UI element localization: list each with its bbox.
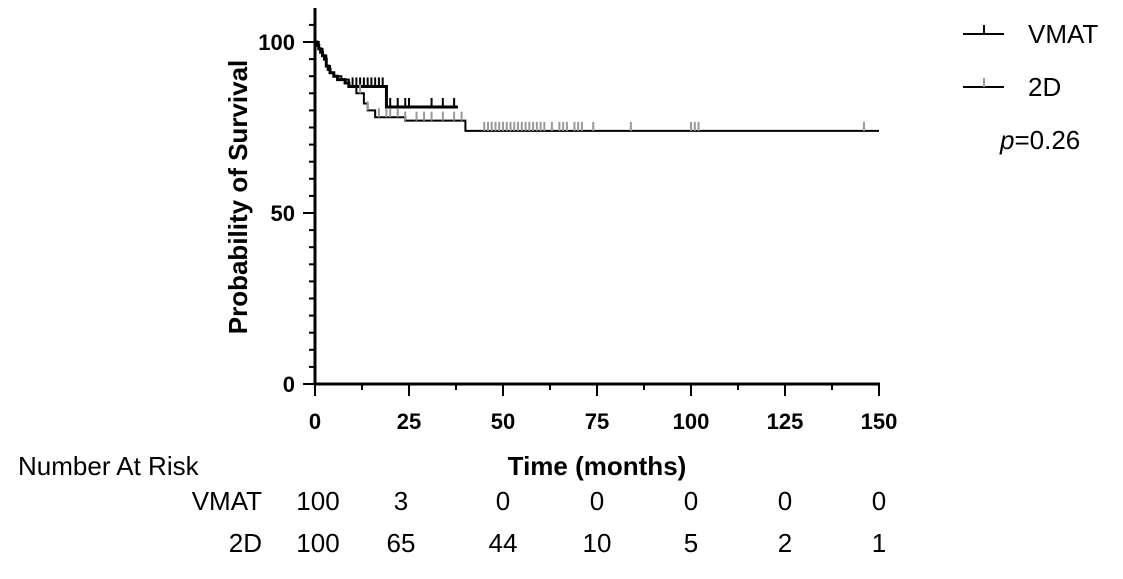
risk-cell: 0 bbox=[590, 486, 604, 516]
risk-cell: 10 bbox=[583, 528, 612, 558]
legend: VMAT 2D p=0.26 bbox=[963, 19, 1098, 155]
p-value-number: =0.26 bbox=[1014, 125, 1080, 155]
legend-item-2d: 2D bbox=[963, 72, 1061, 102]
risk-row-label: VMAT bbox=[192, 486, 262, 516]
x-axis-title: Time (months) bbox=[508, 451, 687, 481]
series-vmat bbox=[315, 40, 458, 109]
axes: 0 25 50 75 100 125 150 0 50 100 bbox=[258, 8, 897, 434]
series-2d bbox=[315, 41, 879, 132]
x-tick-label: 125 bbox=[767, 409, 804, 434]
risk-cell: 0 bbox=[778, 486, 792, 516]
risk-cell: 0 bbox=[496, 486, 510, 516]
legend-label-vmat: VMAT bbox=[1028, 19, 1098, 49]
risk-cell: 100 bbox=[296, 486, 339, 516]
x-tick-label: 75 bbox=[585, 409, 609, 434]
risk-cell: 100 bbox=[296, 528, 339, 558]
risk-cell: 65 bbox=[387, 528, 416, 558]
risk-cell: 0 bbox=[872, 486, 886, 516]
x-tick-label: 50 bbox=[491, 409, 515, 434]
risk-cell: 1 bbox=[872, 528, 886, 558]
km-curve-vmat bbox=[315, 40, 458, 109]
y-tick-label: 0 bbox=[283, 372, 295, 397]
risk-row-label: 2D bbox=[229, 528, 262, 558]
x-tick-label: 100 bbox=[673, 409, 710, 434]
p-value-symbol: p bbox=[999, 125, 1014, 155]
x-ticks: 0 25 50 75 100 125 150 bbox=[309, 384, 897, 434]
y-axis-title: Probability of Survival bbox=[223, 60, 253, 335]
series-group bbox=[315, 40, 879, 132]
x-tick-label: 150 bbox=[861, 409, 898, 434]
risk-cell: 0 bbox=[684, 486, 698, 516]
legend-label-2d: 2D bbox=[1028, 72, 1061, 102]
x-tick-label: 25 bbox=[397, 409, 421, 434]
km-curve-2d bbox=[315, 41, 879, 132]
y-tick-label: 50 bbox=[271, 201, 295, 226]
risk-table-heading: Number At Risk bbox=[18, 451, 200, 481]
risk-cell: 2 bbox=[778, 528, 792, 558]
p-value-annotation: p=0.26 bbox=[999, 125, 1080, 155]
risk-table: Number At Risk VMAT 100 3 0 0 0 0 0 2D 100 65 44 10 5… bbox=[18, 451, 886, 558]
y-ticks: 0 50 100 bbox=[258, 30, 295, 397]
risk-cell: 5 bbox=[684, 528, 698, 558]
risk-cell: 3 bbox=[394, 486, 408, 516]
y-minor-ticks bbox=[303, 23, 315, 385]
risk-cell: 44 bbox=[489, 528, 518, 558]
y-tick-label: 100 bbox=[258, 30, 295, 55]
x-tick-label: 0 bbox=[309, 409, 321, 434]
legend-item-vmat: VMAT bbox=[963, 19, 1098, 49]
